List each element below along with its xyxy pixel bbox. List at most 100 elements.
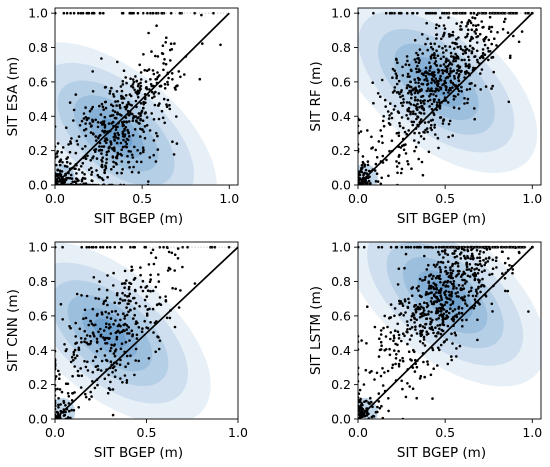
point — [451, 70, 454, 73]
point — [411, 366, 415, 369]
point — [107, 373, 110, 377]
point — [476, 58, 479, 62]
point — [454, 85, 457, 88]
point — [376, 405, 379, 409]
point — [493, 11, 497, 15]
point — [81, 147, 84, 151]
point — [473, 271, 477, 275]
point — [436, 80, 439, 83]
point — [447, 72, 451, 76]
point — [65, 348, 68, 351]
point — [404, 395, 408, 399]
point — [160, 109, 164, 113]
point — [91, 70, 94, 73]
point — [453, 56, 456, 59]
point — [416, 99, 419, 102]
point — [478, 32, 482, 36]
y-tick-label: 0.2 — [28, 377, 48, 392]
point — [162, 245, 165, 249]
point — [389, 337, 392, 341]
point — [148, 129, 152, 132]
point — [406, 328, 409, 331]
point — [102, 145, 106, 148]
point — [427, 312, 430, 316]
point — [457, 247, 460, 250]
point — [437, 260, 440, 264]
point — [95, 341, 99, 344]
point — [460, 307, 464, 310]
point — [426, 130, 429, 134]
point — [138, 63, 141, 67]
point — [130, 329, 134, 333]
point — [441, 329, 445, 333]
point — [120, 121, 124, 124]
point — [429, 42, 433, 45]
point — [112, 322, 115, 326]
point — [103, 377, 107, 381]
point — [464, 72, 467, 76]
point — [446, 253, 450, 256]
point — [125, 328, 128, 331]
point — [451, 302, 455, 305]
point — [405, 132, 409, 136]
point — [431, 47, 435, 51]
point — [434, 326, 437, 330]
point — [450, 290, 453, 294]
point — [135, 119, 138, 122]
point — [161, 116, 165, 120]
point — [442, 82, 446, 85]
point — [463, 58, 466, 62]
point — [418, 302, 422, 306]
point — [414, 325, 417, 329]
point — [165, 105, 169, 108]
point — [145, 326, 148, 329]
point — [473, 278, 477, 282]
point — [379, 333, 383, 336]
point — [429, 373, 433, 377]
point — [441, 261, 445, 264]
point — [481, 54, 484, 58]
point — [393, 349, 396, 352]
point — [113, 116, 117, 120]
point — [465, 304, 469, 307]
point — [455, 255, 459, 258]
identity-line-lstm — [358, 246, 533, 419]
point — [63, 181, 66, 184]
point — [96, 173, 100, 177]
point — [90, 395, 93, 398]
point — [491, 84, 495, 88]
point — [96, 125, 100, 129]
point — [449, 79, 453, 83]
point — [370, 135, 373, 139]
point — [419, 334, 423, 338]
point — [414, 96, 417, 99]
point — [401, 94, 405, 98]
point — [99, 347, 103, 351]
point — [467, 290, 471, 294]
point — [87, 245, 91, 249]
point — [379, 329, 383, 332]
point — [430, 81, 433, 85]
point — [421, 325, 425, 328]
point — [377, 140, 381, 143]
point — [399, 171, 403, 175]
point — [393, 314, 396, 318]
point — [108, 245, 112, 249]
point — [430, 320, 433, 324]
x-tick-label: 1.0 — [219, 191, 239, 206]
point — [77, 406, 80, 409]
point — [468, 63, 471, 66]
point — [402, 314, 406, 317]
point — [72, 350, 76, 354]
point — [483, 37, 487, 40]
y-tick-label: 0.0 — [331, 412, 351, 427]
point — [430, 46, 433, 49]
y-tick-label: 0.4 — [331, 343, 351, 358]
point — [405, 101, 409, 104]
point — [380, 344, 383, 348]
point — [395, 245, 399, 249]
point — [480, 264, 484, 268]
point — [487, 257, 491, 260]
point — [115, 335, 119, 339]
point — [451, 86, 454, 89]
